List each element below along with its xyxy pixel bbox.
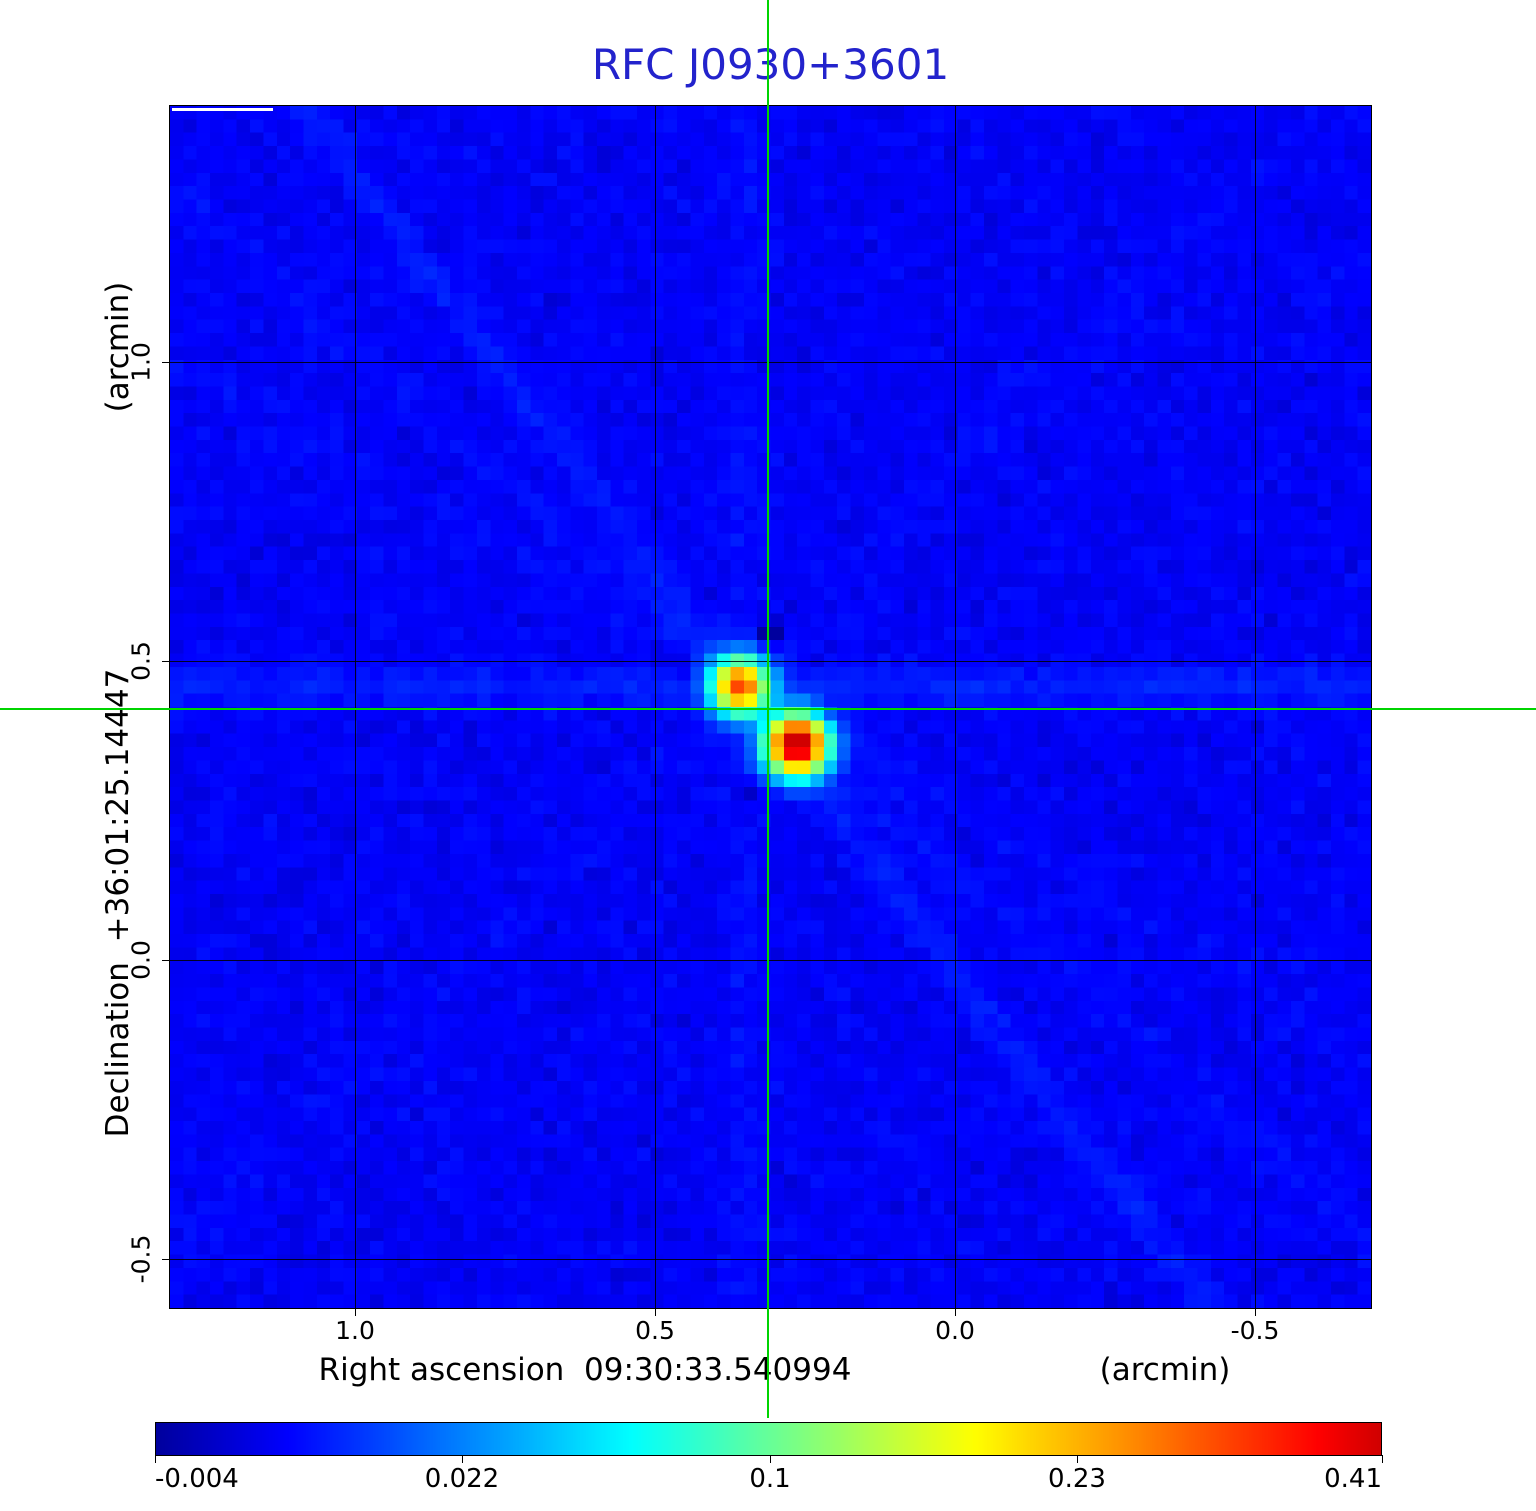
scale-bar — [172, 108, 273, 111]
colorbar-tick-mark — [770, 1455, 771, 1463]
y-tick-mark — [162, 1259, 169, 1260]
y-gridline — [169, 661, 1372, 662]
colorbar-tick-label: 0.1 — [749, 1464, 791, 1494]
y-gridline — [169, 960, 1372, 961]
x-tick-label: -0.5 — [1230, 1316, 1280, 1345]
colorbar-tick-mark — [1382, 1455, 1383, 1463]
colorbar — [155, 1422, 1382, 1456]
x-axis-unit-label: (arcmin) — [1099, 1352, 1231, 1388]
x-tick-mark — [955, 1309, 956, 1316]
y-tick-label: -0.5 — [126, 1234, 156, 1284]
x-gridline — [655, 105, 656, 1309]
y-gridline — [169, 1259, 1372, 1260]
y-tick-mark — [162, 362, 169, 363]
x-gridline — [355, 105, 356, 1309]
x-tick-mark — [1255, 1309, 1256, 1316]
y-tick-label: 0.0 — [126, 940, 156, 980]
crosshair-horizontal-line — [0, 708, 1536, 710]
y-gridline — [169, 362, 1372, 363]
colorbar-tick-label: 0.022 — [424, 1464, 500, 1494]
colorbar-tick-mark — [462, 1455, 463, 1463]
x-gridline — [955, 105, 956, 1309]
x-axis-title: Right ascension 09:30:33.540994 — [318, 1352, 852, 1388]
colorbar-tick-label: 0.41 — [1324, 1464, 1382, 1494]
x-gridline — [1255, 105, 1256, 1309]
y-tick-label: 1.0 — [126, 342, 156, 382]
y-axis-title: Declination +36:01:25.14447 — [100, 668, 136, 1138]
x-tick-mark — [355, 1309, 356, 1316]
heatmap-image — [170, 106, 1371, 1308]
sky-map-plot — [169, 105, 1372, 1309]
y-tick-mark — [162, 960, 169, 961]
x-tick-label: 0.0 — [935, 1316, 975, 1345]
colorbar-tick-mark — [1077, 1455, 1078, 1463]
colorbar-tick-label: -0.004 — [155, 1464, 239, 1494]
x-tick-label: 0.5 — [635, 1316, 675, 1345]
colorbar-gradient — [156, 1423, 1381, 1455]
colorbar-tick-label: 0.23 — [1048, 1464, 1106, 1494]
y-tick-label: 0.5 — [126, 641, 156, 681]
x-tick-label: 1.0 — [335, 1316, 375, 1345]
page-title: RFC J0930+3601 — [591, 40, 950, 89]
y-tick-mark — [162, 661, 169, 662]
x-tick-mark — [655, 1309, 656, 1316]
colorbar-tick-mark — [155, 1455, 156, 1463]
